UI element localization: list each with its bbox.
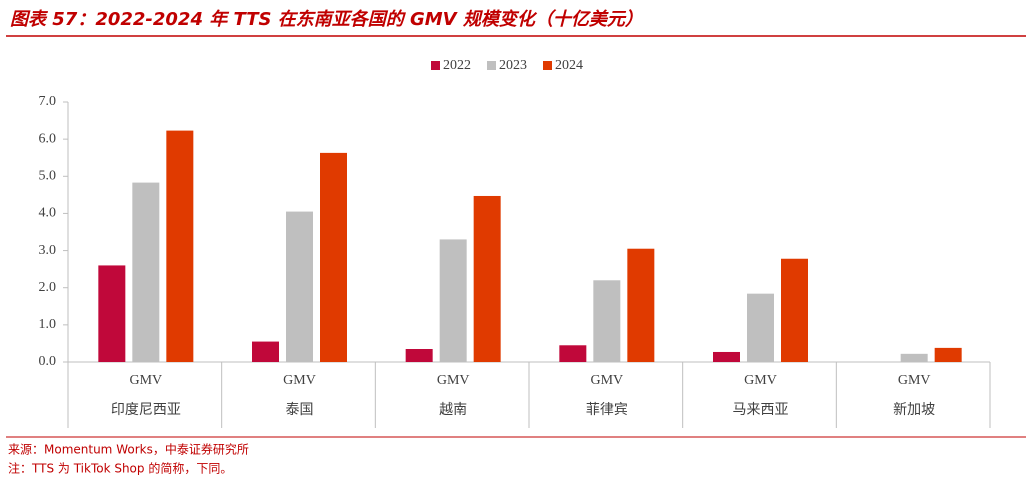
x-tick-label: 马来西亚 bbox=[733, 402, 789, 418]
bar bbox=[286, 211, 313, 362]
bar bbox=[252, 341, 279, 362]
y-tick-label: 5.0 bbox=[39, 169, 57, 184]
x-tick-label: 越南 bbox=[439, 402, 467, 418]
bar bbox=[627, 248, 655, 362]
bar bbox=[713, 351, 740, 362]
y-tick-label: 7.0 bbox=[39, 94, 57, 109]
bar bbox=[98, 265, 126, 362]
y-tick-label: 6.0 bbox=[39, 131, 57, 146]
bar bbox=[132, 182, 160, 362]
bar bbox=[405, 349, 433, 362]
bar bbox=[166, 130, 194, 362]
bar bbox=[559, 345, 587, 362]
y-tick-label: 0.0 bbox=[39, 354, 57, 369]
chart-title: 图表 57：2022-2024 年 TTS 在东南亚各国的 GMV 规模变化（十… bbox=[10, 9, 643, 30]
legend-label: 2023 bbox=[499, 58, 527, 73]
x-tick-sublabel: GMV bbox=[437, 373, 470, 388]
x-tick-sublabel: GMV bbox=[898, 373, 931, 388]
x-tick-label: 新加坡 bbox=[893, 402, 935, 418]
source-note: 来源：Momentum Works，中泰证券研究所 bbox=[8, 442, 249, 457]
bar bbox=[934, 347, 962, 362]
x-tick-sublabel: GMV bbox=[283, 373, 316, 388]
legend-swatch bbox=[487, 61, 496, 70]
x-tick-sublabel: GMV bbox=[744, 373, 777, 388]
bar bbox=[747, 293, 774, 362]
legend-swatch bbox=[431, 61, 440, 70]
x-tick-label: 菲律宾 bbox=[586, 402, 628, 418]
legend-label: 2022 bbox=[443, 58, 471, 73]
bar bbox=[900, 353, 928, 362]
x-tick-label: 泰国 bbox=[286, 402, 314, 418]
legend-swatch bbox=[543, 61, 552, 70]
note: 注：TTS 为 TikTok Shop 的简称，下同。 bbox=[8, 461, 232, 476]
y-tick-label: 2.0 bbox=[39, 280, 57, 295]
y-tick-label: 3.0 bbox=[39, 243, 57, 258]
x-tick-sublabel: GMV bbox=[129, 373, 162, 388]
y-tick-label: 1.0 bbox=[39, 317, 57, 332]
bar bbox=[593, 280, 621, 362]
x-tick-label: 印度尼西亚 bbox=[111, 402, 181, 418]
bar bbox=[473, 195, 501, 362]
x-tick-sublabel: GMV bbox=[590, 373, 623, 388]
legend-label: 2024 bbox=[555, 58, 583, 73]
y-tick-label: 4.0 bbox=[39, 206, 57, 221]
bar bbox=[439, 239, 467, 362]
bar bbox=[781, 258, 808, 362]
bar bbox=[320, 152, 347, 362]
